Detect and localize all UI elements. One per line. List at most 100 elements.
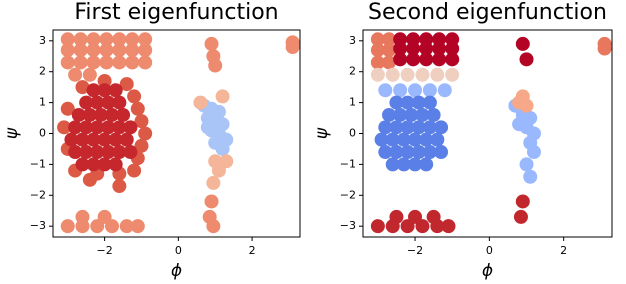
point [285,39,300,54]
point [138,43,153,58]
point [597,41,612,56]
point [108,83,123,98]
point [90,95,105,110]
point [138,32,153,47]
y-tick-label: 2 [39,65,46,78]
point [513,209,528,224]
point [93,107,108,122]
point [138,55,153,70]
y-tick-label: 2 [349,65,356,78]
point [445,52,460,67]
point [97,157,112,172]
point [75,80,90,95]
y-tick-label: 3 [39,34,46,47]
point [519,52,534,67]
point [75,132,90,147]
y-tick-label: −1 [30,157,46,170]
x-tick-label: −2 [407,244,423,257]
point [112,179,127,194]
point [73,43,88,58]
y-tick-label: −2 [30,188,46,201]
point [393,107,408,122]
point [79,120,94,135]
point [99,32,114,47]
point [60,101,75,116]
point [406,32,421,47]
point [101,95,116,110]
point [206,219,221,234]
y-axis-label: ψ [312,127,332,139]
point [400,67,415,82]
point [408,132,423,147]
point [97,132,112,147]
point [370,67,385,82]
point [385,67,400,82]
point [393,52,408,67]
point [430,67,445,82]
point [419,157,434,172]
point [125,32,140,47]
point [112,32,127,47]
point [86,83,101,98]
point [512,117,527,132]
point [385,132,400,147]
point [432,52,447,67]
point [393,32,408,47]
y-tick-label: −3 [30,219,46,232]
points [57,32,300,234]
point [82,107,97,122]
point [370,219,385,234]
point [204,36,219,51]
point [406,52,421,67]
point [86,55,101,70]
point [119,219,134,234]
point [206,175,221,190]
point [99,43,114,58]
point [208,58,223,73]
point [68,67,83,82]
point [437,83,452,98]
point [422,145,437,160]
point [519,157,534,172]
point [378,83,393,98]
point [125,55,140,70]
point [422,120,437,135]
point [90,120,105,135]
point [64,132,79,147]
point [86,132,101,147]
point [445,32,460,47]
point [419,32,434,47]
point [86,157,101,172]
point [134,138,149,153]
x-tick-label: 2 [249,244,256,257]
y-tick-label: 0 [39,127,46,140]
point [101,145,116,160]
point [86,43,101,58]
point [408,209,423,224]
point [108,132,123,147]
point [411,95,426,110]
point [400,145,415,160]
y-tick-label: −2 [340,188,356,201]
chart-title: Second eigenfunction [368,0,607,25]
point [441,219,456,234]
point [123,145,138,160]
point [422,83,437,98]
point [382,32,397,47]
point [104,107,119,122]
point [411,120,426,135]
point [112,145,127,160]
points [370,32,612,234]
point [430,132,445,147]
point [519,98,534,113]
point [73,32,88,47]
point [130,101,145,116]
subplot: −2 0 2 −3 −2 −1 0 1 2 3 Second eigenfunction ϕ ψ [312,0,613,281]
y-tick-label: −1 [340,157,356,170]
point [60,219,75,234]
point [86,32,101,47]
point [400,120,415,135]
point [215,141,230,156]
point [378,120,393,135]
